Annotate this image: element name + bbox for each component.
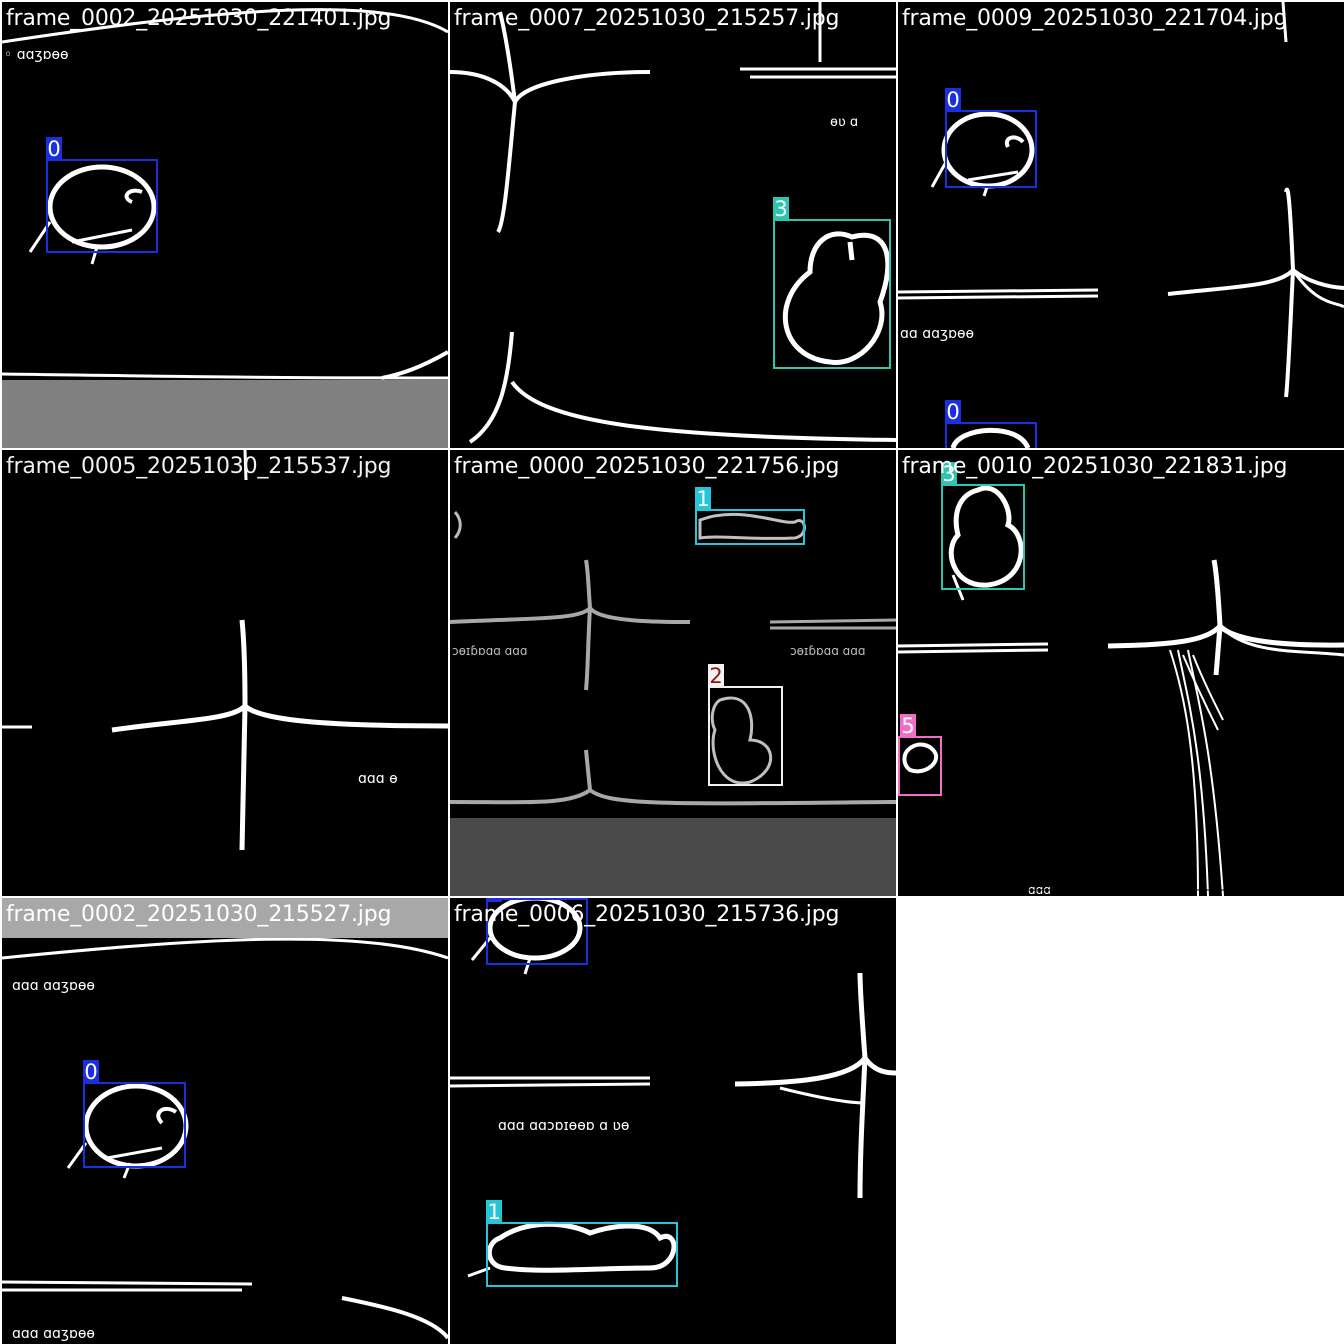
- detection-box[interactable]: 0: [945, 400, 1037, 448]
- thermal-frame: ɑɑɑ ɑɑɔɒɪɵɵɒ ɑ ʋɵ: [450, 898, 896, 1278]
- class-label: 0: [83, 1060, 99, 1084]
- frame-filename: frame_0009_20251030_221704.jpg: [902, 6, 1288, 31]
- frame-filename: frame_0000_20251030_221756.jpg: [454, 454, 840, 479]
- svg-text:◦ ɑɑʒɒɵɵ: ◦ ɑɑʒɒɵɵ: [4, 47, 69, 63]
- svg-text:ɑɑɑ ɑɑʒɒɵɵ: ɑɑɑ ɑɑʒɒɵɵ: [12, 978, 95, 994]
- thermal-frame: ɑɑɑ ɑɑʒɒɵɵ ɑɑɑ ɑɑʒɒɵɵ: [2, 937, 448, 1342]
- frame-filename: frame_0002_20251030_221401.jpg: [6, 6, 392, 31]
- detection-box[interactable]: 2: [708, 664, 783, 786]
- gray-band: [450, 818, 896, 896]
- empty-grid-cell: [896, 896, 1344, 1344]
- detection-box[interactable]: 3: [941, 462, 1025, 590]
- svg-text:ɵʋ ɑ: ɵʋ ɑ: [830, 115, 858, 130]
- detection-box[interactable]: 0: [83, 1060, 186, 1168]
- mosaic-tile: ɑɑ ɑɑʒɒɵɵ frame_0009_20251030_221704.jpg…: [898, 2, 1344, 448]
- detection-box[interactable]: 0: [486, 898, 588, 965]
- class-label: 3: [941, 462, 957, 486]
- svg-text:ɑɑɑ ɵ: ɑɑɑ ɵ: [358, 771, 398, 787]
- frame-filename: frame_0007_20251030_215257.jpg: [454, 6, 840, 31]
- class-label: 2: [708, 664, 724, 688]
- detection-box[interactable]: 0: [945, 88, 1037, 188]
- mosaic-tile: ɑɑɑ ɑɑɔɒɪɵɵɒ ɑ ʋɵ frame_0006_20251030_21…: [450, 898, 896, 1344]
- frame-filename: frame_0005_20251030_215537.jpg: [6, 454, 392, 479]
- svg-text:ɑɑ ɑɑʒɒɵɵ: ɑɑ ɑɑʒɒɵɵ: [900, 326, 974, 342]
- mosaic-tile: ◦ ɑɑʒɒɵɵ frame_0002_20251030_221401.jpg …: [2, 2, 448, 448]
- class-label: 3: [773, 197, 789, 221]
- class-label: 1: [486, 1200, 502, 1224]
- mosaic-tile: ɑɑɑ ɵ frame_0005_20251030_215537.jpg: [2, 450, 448, 896]
- mosaic-tile: ɑɑɑ ɑɑʒɒɵɵ ɑɑɑ ɑɑʒɒɵɵ frame_0002_2025103…: [2, 898, 448, 1344]
- thermal-frame: ◦ ɑɑʒɒɵɵ: [2, 8, 448, 380]
- class-label: 0: [486, 898, 502, 902]
- detection-box[interactable]: 5: [898, 714, 942, 796]
- thermal-frame: ɑɑɑ ɵ: [2, 450, 448, 851]
- detection-box[interactable]: 1: [486, 1200, 678, 1287]
- class-label: 0: [945, 400, 961, 424]
- class-label: 0: [945, 88, 961, 112]
- mosaic-tile: ɑɑɑ frame_0010_20251030_221831.jpg 3 5: [898, 450, 1344, 896]
- svg-text:ɑɑɑ ɑɑʒɒɵɵ: ɑɑɑ ɑɑʒɒɵɵ: [12, 1326, 95, 1342]
- frame-filename: frame_0010_20251030_221831.jpg: [902, 454, 1288, 479]
- thermal-frame: ɔɵɪɓɒɑɑ ɑɑɑ ɔɵɪɓɒɑɑ ɑɑɑ: [450, 511, 896, 806]
- svg-text:ɑɑɑ ɑɑɔɒɪɵɵɒ ɑ ʋɵ: ɑɑɑ ɑɑɔɒɪɵɵɒ ɑ ʋɵ: [498, 1118, 629, 1134]
- detection-box[interactable]: 3: [773, 197, 891, 369]
- gray-band: [2, 898, 448, 938]
- thermal-frame: ɵʋ ɑ: [450, 2, 896, 444]
- class-label: 0: [46, 137, 62, 161]
- thermal-frame: ɑɑ ɑɑʒɒɵɵ: [898, 2, 1344, 448]
- gray-band: [2, 380, 448, 448]
- svg-text:ɔɵɪɓɒɑɑ ɑɑɑ: ɔɵɪɓɒɑɑ ɑɑɑ: [452, 644, 528, 658]
- frame-filename: frame_0006_20251030_215736.jpg: [454, 902, 840, 927]
- svg-text:ɔɵɪɓɒɑɑ ɑɑɑ: ɔɵɪɓɒɑɑ ɑɑɑ: [790, 644, 866, 658]
- mosaic-tile: ɔɵɪɓɒɑɑ ɑɑɑ ɔɵɪɓɒɑɑ ɑɑɑ frame_0000_20251…: [450, 450, 896, 896]
- detection-box[interactable]: 1: [695, 487, 805, 545]
- thermal-frame: ɑɑɑ: [898, 485, 1344, 896]
- mosaic-tile: ɵʋ ɑ frame_0007_20251030_215257.jpg 3: [450, 2, 896, 448]
- detection-box[interactable]: 0: [46, 137, 158, 253]
- class-label: 1: [695, 487, 711, 511]
- frame-filename: frame_0002_20251030_215527.jpg: [6, 902, 392, 927]
- class-label: 5: [900, 714, 916, 738]
